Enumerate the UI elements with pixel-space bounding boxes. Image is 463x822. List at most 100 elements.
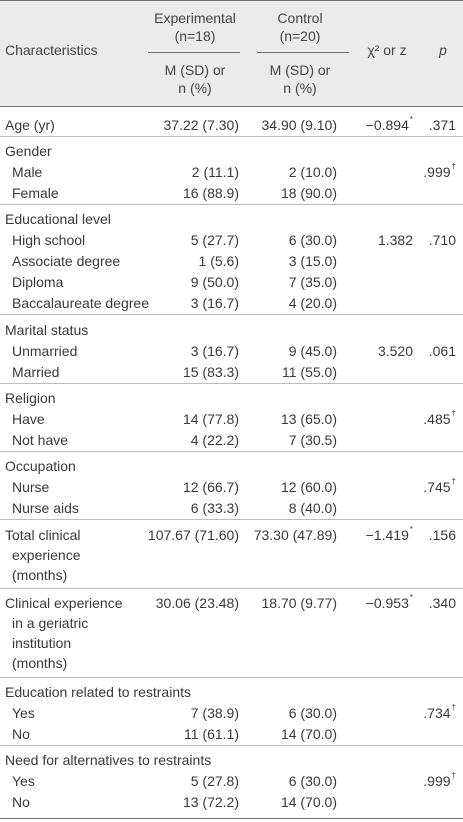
- row-label: Associate degree: [12, 253, 121, 269]
- group-label: Educational level: [5, 211, 111, 227]
- top-rule: [0, 0, 463, 1]
- group-separator: [0, 204, 463, 205]
- cell-ctl: 2 (10.0): [288, 164, 337, 180]
- cell-p: .061: [428, 343, 456, 359]
- row-label-line: (months): [12, 655, 68, 671]
- cell-ctl: 4 (20.0): [288, 295, 337, 311]
- group-label: Marital status: [5, 322, 89, 338]
- row-label: High school: [12, 232, 86, 248]
- group-label: Education related to restraints: [5, 684, 191, 700]
- group-separator: [0, 383, 463, 384]
- row-label: Age (yr): [5, 117, 55, 133]
- control-subrule: [257, 52, 349, 53]
- cell-exp: 6 (33.3): [190, 500, 239, 516]
- cell-exp: 7 (38.9): [190, 705, 239, 721]
- cell-p: .734†: [423, 703, 456, 721]
- header-ctl-npct: n (%): [283, 80, 317, 96]
- header-experimental-n: (n=18): [174, 28, 216, 44]
- cell-exp: 15 (83.3): [182, 364, 239, 380]
- row-label-line: in a geriatric: [12, 615, 89, 631]
- cell-stat: −1.419*: [365, 525, 413, 543]
- cell-ctl: 9 (45.0): [288, 343, 337, 359]
- group-separator: [0, 451, 463, 452]
- row-label: Baccalaureate degree: [12, 295, 149, 311]
- group-separator: [0, 745, 463, 746]
- header-exp-msd: M (SD) or: [164, 62, 226, 78]
- row-label: Yes: [12, 773, 35, 789]
- cell-ctl: 6 (30.0): [288, 705, 337, 721]
- cell-exp: 5 (27.8): [190, 773, 239, 789]
- cell-ctl: 14 (70.0): [280, 794, 337, 810]
- row-label: No: [12, 726, 30, 742]
- header-characteristics: Characteristics: [5, 42, 98, 58]
- cell-p: .371: [428, 117, 456, 133]
- row-label: Married: [12, 364, 60, 380]
- row-label: Female: [12, 185, 59, 201]
- cell-ctl: 12 (60.0): [280, 479, 337, 495]
- group-separator: [0, 588, 463, 589]
- cell-exp: 1 (5.6): [198, 253, 239, 269]
- header-experimental: Experimental: [154, 10, 236, 26]
- cell-stat: −0.894*: [365, 115, 413, 133]
- cell-exp: 14 (77.8): [182, 411, 239, 427]
- cell-exp: 12 (66.7): [182, 479, 239, 495]
- cell-ctl: 14 (70.0): [280, 726, 337, 742]
- row-label: Nurse aids: [12, 500, 79, 516]
- cell-ctl: 3 (15.0): [288, 253, 337, 269]
- cell-p: .999†: [423, 771, 456, 789]
- cell-p: .745†: [423, 477, 456, 495]
- cell-exp: 3 (16.7): [190, 295, 239, 311]
- row-label: Yes: [12, 705, 35, 721]
- cell-p: .485†: [423, 409, 456, 427]
- bottom-rule: [0, 818, 463, 819]
- cell-exp: 3 (16.7): [190, 343, 239, 359]
- header-bottom-rule: [0, 106, 463, 107]
- cell-ctl: 73.30 (47.89): [253, 527, 337, 543]
- row-label-line: experience: [12, 547, 81, 563]
- cell-ctl: 7 (30.5): [288, 432, 337, 448]
- group-label: Gender: [5, 143, 52, 159]
- cell-exp: 13 (72.2): [182, 794, 239, 810]
- cell-p: .340: [428, 595, 456, 611]
- row-label: Have: [12, 411, 45, 427]
- header-exp-npct: n (%): [178, 80, 212, 96]
- cell-exp: 11 (61.1): [184, 726, 239, 742]
- cell-ctl: 6 (30.0): [288, 232, 337, 248]
- header-ctl-msd: M (SD) or: [269, 62, 331, 78]
- row-label-line: Clinical experience: [5, 595, 123, 611]
- header-p: p: [439, 42, 447, 58]
- row-label: Not have: [12, 432, 69, 448]
- cell-exp: 4 (22.2): [190, 432, 239, 448]
- cell-stat: −0.953*: [365, 593, 413, 611]
- cell-ctl: 34.90 (9.10): [261, 117, 338, 133]
- cell-ctl: 7 (35.0): [288, 274, 337, 290]
- row-label: Male: [12, 164, 43, 180]
- cell-stat: 3.520: [377, 343, 413, 359]
- group-separator: [0, 519, 463, 520]
- header-control-n: (n=20): [279, 28, 321, 44]
- row-label: Diploma: [12, 274, 64, 290]
- cell-exp: 5 (27.7): [190, 232, 239, 248]
- cell-ctl: 11 (55.0): [282, 364, 337, 380]
- group-separator: [0, 314, 463, 315]
- row-label: No: [12, 794, 30, 810]
- cell-p: .156: [428, 527, 456, 543]
- experimental-subrule: [148, 52, 240, 53]
- cell-exp: 16 (88.9): [182, 185, 239, 201]
- header-control: Control: [277, 10, 323, 26]
- group-label: Occupation: [5, 458, 76, 474]
- cell-exp: 37.22 (7.30): [163, 117, 240, 133]
- cell-ctl: 13 (65.0): [280, 411, 337, 427]
- cell-exp: 9 (50.0): [190, 274, 239, 290]
- row-label-line: institution: [12, 635, 72, 651]
- table-header-background: [0, 0, 463, 106]
- group-label: Religion: [5, 390, 56, 406]
- cell-p: .999†: [423, 162, 456, 180]
- cell-ctl: 6 (30.0): [288, 773, 337, 789]
- cell-exp: 30.06 (23.48): [155, 595, 239, 611]
- cell-ctl: 8 (40.0): [288, 500, 337, 516]
- header-stat: χ² or z: [367, 42, 407, 58]
- cell-ctl: 18.70 (9.77): [261, 595, 338, 611]
- cell-exp: 2 (11.1): [191, 164, 239, 180]
- row-label-line: Total clinical: [5, 527, 81, 543]
